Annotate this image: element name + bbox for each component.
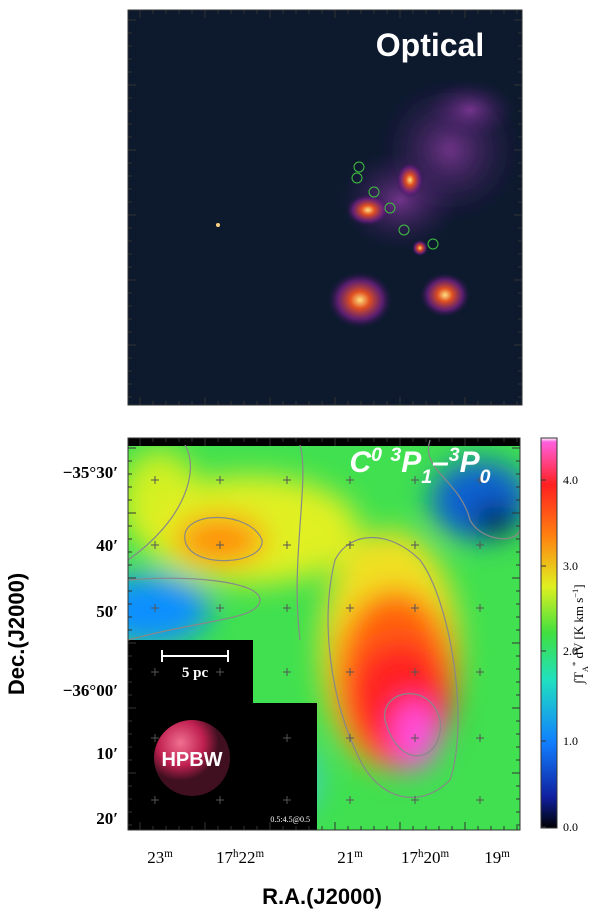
text-part: m [501, 848, 510, 860]
text-part: 20 [423, 848, 440, 867]
optical-image [128, 10, 522, 405]
text-part: 22 [238, 848, 255, 867]
x-axis-title: R.A.(J2000) [262, 884, 382, 909]
contour-note: 0.5:4.5@0.5 [270, 815, 310, 824]
text-part: dV [K km s [571, 598, 586, 662]
y-tick-label: 10′ [96, 744, 118, 763]
y-tick-label: 50′ [96, 602, 118, 621]
intensity-map [90, 438, 530, 830]
text-part: m [164, 848, 173, 860]
colorbar-tick-label: 0.0 [563, 820, 578, 834]
text-part: ] [571, 584, 586, 588]
text-part: m [440, 848, 449, 860]
x-tick-label: 17h22m [216, 848, 265, 867]
text-part: 0 [371, 444, 382, 466]
x-tick-label: 19m [484, 848, 510, 867]
text-part: – [432, 446, 449, 479]
colorbar [541, 438, 557, 828]
text-part: m [255, 848, 264, 860]
text-part: 19 [484, 848, 501, 867]
text-part: 17 [401, 848, 419, 867]
text-part: A [580, 665, 590, 672]
text-part: 3 [449, 444, 460, 466]
beam-label: HPBW [161, 749, 222, 771]
text-part: 3 [390, 444, 401, 466]
colorbar-label: ∫TA* dV [K km s−1] [570, 584, 590, 684]
text-part [382, 446, 390, 479]
colorbar-tick-label: 1.0 [563, 734, 578, 748]
figure: Optical C0 3P1–3P0 5 pc HPBW 0.5:4.5@0.5… [0, 0, 611, 915]
text-part: P [460, 446, 481, 479]
scale-label: 5 pc [182, 665, 209, 681]
text-part: −1 [570, 589, 580, 598]
text-part: 0 [480, 466, 491, 488]
colorbar-tick-label: 4.0 [563, 473, 578, 487]
x-tick-label: 17h20m [401, 848, 450, 867]
y-tick-label: −36°00′ [63, 681, 118, 700]
text-part: 23 [147, 848, 164, 867]
text-part: ∫T [571, 672, 587, 685]
text-part: 21 [337, 848, 354, 867]
text-part: P [401, 446, 422, 479]
y-tick-label: −35°30′ [63, 463, 118, 482]
y-axis-title: Dec.(J2000) [4, 573, 29, 695]
y-tick-label: 20′ [96, 809, 118, 828]
text-part: 17 [216, 848, 234, 867]
x-tick-label: 21m [337, 848, 363, 867]
text-part: C [349, 446, 372, 479]
text-part: 1 [421, 466, 432, 488]
text-part: m [354, 848, 363, 860]
x-tick-label: 23m [147, 848, 173, 867]
y-tick-label: 40′ [96, 536, 118, 555]
panel-label: Optical [376, 27, 484, 63]
colorbar-tick-label: 3.0 [563, 559, 578, 573]
